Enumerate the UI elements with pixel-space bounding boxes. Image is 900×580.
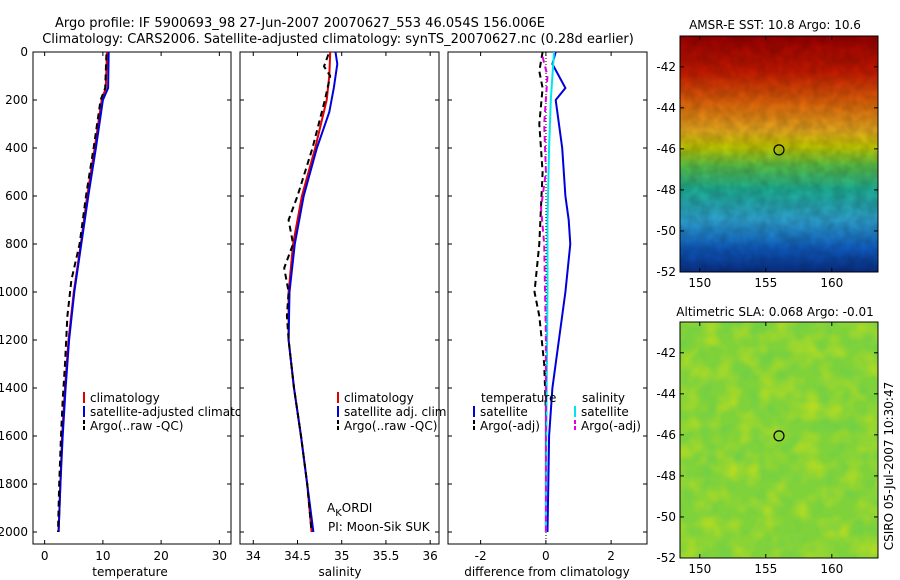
series-line-satellite-adjusted-climatology: [57, 51, 110, 533]
x-tick-label: 30: [212, 549, 227, 563]
x-tick-label: 0: [41, 549, 49, 563]
temperature-panel: 0 200 400 600 800 1000 1200 1400 1600 1800 2000 0 10…: [0, 45, 268, 579]
legend-temp-satellite: satellite: [480, 405, 528, 419]
sla-texture-cool: [680, 322, 878, 558]
x-tick-label: 36: [423, 549, 438, 563]
map-y-tick-label: -48: [656, 469, 676, 483]
credit-label: CSIRO 05-Jul-2007 10:30:47: [882, 382, 896, 550]
y-tick-label: 0: [20, 45, 28, 59]
y-tick-label: 800: [5, 237, 28, 251]
sla-map-title: Altimetric SLA: 0.068 Argo: -0.01: [676, 305, 873, 319]
difference-panel: -2 0 2 difference from climatology tempera…: [447, 51, 648, 579]
map-y-tick-label: -52: [656, 551, 676, 565]
sla-axes-box: [679, 321, 879, 559]
series-line-salinity-satellite: [544, 51, 555, 533]
x-tick-label: 35.5: [373, 549, 400, 563]
temperature-xlabel: temperature: [92, 565, 167, 579]
pi-label: PI: Moon-Sik SUK: [328, 520, 431, 534]
float-name-rest: ORDI: [342, 501, 373, 515]
salinity-axes-box: [239, 51, 440, 545]
sla-argo-marker: [773, 430, 785, 442]
legend-argo: Argo(..raw -QC): [344, 419, 437, 433]
legend-temp-argo: Argo(-adj): [480, 419, 540, 433]
y-tick-label: 400: [5, 141, 28, 155]
float-name-a: A: [327, 501, 336, 515]
legend-climatology: climatology: [344, 391, 414, 405]
temperature-axes-box: [32, 51, 232, 545]
sst-map-title: AMSR-E SST: 10.8 Argo: 10.6: [689, 18, 861, 32]
legend-satellite: satellite-adjusted climatology: [90, 405, 268, 419]
map-y-tick-label: -48: [656, 183, 676, 197]
salinity-legend: climatology satellite adj. clim. Argo(..…: [337, 391, 450, 433]
sst-argo-marker: [773, 144, 785, 156]
x-tick-label: 35: [334, 549, 349, 563]
salinity-xlabel: salinity: [318, 565, 361, 579]
y-tick-label: 200: [5, 93, 28, 107]
map-x-tick-label: 160: [820, 562, 843, 576]
figure-title-line2: Climatology: CARS2006. Satellite-adjuste…: [42, 32, 634, 47]
series-line-temperature-argo-adj-: [533, 51, 547, 532]
map-y-tick-label: -42: [656, 346, 676, 360]
map-x-tick-label: 160: [820, 276, 843, 290]
sst-texture: [680, 36, 878, 272]
legend-satellite: satellite adj. clim.: [344, 405, 450, 419]
series-line-argo-raw-qc-: [57, 54, 108, 533]
sst-axes-box: [679, 35, 879, 273]
x-tick-label: 0: [542, 549, 550, 563]
map-y-tick-label: -42: [656, 60, 676, 74]
map-x-tick-label: 150: [688, 276, 711, 290]
map-y-tick-label: -52: [656, 265, 676, 279]
map-y-tick-label: -50: [656, 510, 676, 524]
float-name-label: AKORDI: [327, 501, 372, 519]
y-tick-label: 1000: [0, 285, 28, 299]
series-line-salinity-argo-adj-: [539, 56, 549, 532]
difference-xlabel: difference from climatology: [464, 565, 630, 579]
series-line-argo-raw-qc-: [283, 54, 332, 533]
legend-climatology: climatology: [90, 391, 160, 405]
legend-argo: Argo(..raw -QC): [90, 419, 183, 433]
legend-sal-satellite: satellite: [581, 405, 629, 419]
legend-salinity: salinity: [582, 391, 625, 405]
map-x-tick-label: 150: [688, 562, 711, 576]
map-y-tick-label: -44: [656, 387, 676, 401]
map-y-tick-label: -46: [656, 428, 676, 442]
legend-sal-argo: Argo(-adj): [581, 419, 641, 433]
svg-text:AKORDI: AKORDI: [327, 501, 372, 519]
x-tick-label: 34.5: [284, 549, 311, 563]
y-tick-label: 1200: [0, 333, 28, 347]
y-tick-label: 1800: [0, 477, 28, 491]
y-tick-label: 2000: [0, 525, 28, 539]
sst-map-panel: AMSR-E SST: 10.8 Argo: 10.6: [656, 18, 879, 290]
y-tick-label: 1600: [0, 429, 28, 443]
float-name-k: K: [335, 508, 342, 519]
x-tick-label: 34: [246, 549, 261, 563]
x-tick-label: 20: [153, 549, 168, 563]
salinity-panel: 34 34.5 35 35.5 36 salinity climatology sate…: [239, 51, 450, 579]
x-tick-label: 10: [95, 549, 110, 563]
map-y-tick-label: -50: [656, 224, 676, 238]
map-x-tick-label: 155: [754, 562, 777, 576]
map-x-tick-label: 155: [754, 276, 777, 290]
map-y-tick-label: -44: [656, 101, 676, 115]
x-tick-label: 2: [607, 549, 615, 563]
sla-map-panel: Altimetric SLA: 0.068 Argo: -0.01 -42 -44…: [656, 305, 879, 576]
temperature-legend: climatology satellite-adjusted climatolo…: [83, 391, 268, 433]
x-tick-label: -2: [475, 549, 487, 563]
map-y-tick-label: -46: [656, 142, 676, 156]
legend-temperature: temperature: [481, 391, 556, 405]
difference-legend: temperature satellite Argo(-adj) salinit…: [473, 391, 641, 433]
figure-title-line1: Argo profile: IF 5900693_98 27-Jun-2007 …: [55, 16, 545, 31]
series-line-temperature-satellite: [546, 51, 572, 533]
y-tick-label: 1400: [0, 381, 28, 395]
y-tick-label: 600: [5, 189, 28, 203]
